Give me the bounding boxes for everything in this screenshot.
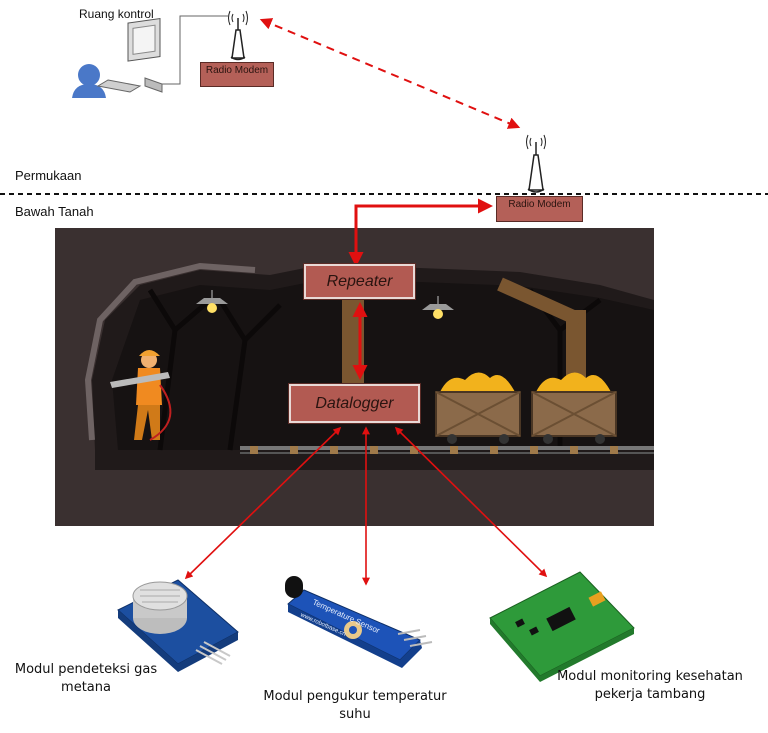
underground-label: Bawah Tanah: [15, 204, 94, 219]
control-room-label: Ruang kontrol: [79, 7, 154, 21]
user-icon: [72, 64, 106, 98]
radio-modem-top: Radio Modem: [200, 62, 274, 87]
antenna-icon: [228, 10, 248, 61]
antenna-icon: [526, 134, 546, 193]
cable-line: [162, 15, 228, 85]
mine-scene: [55, 228, 654, 526]
gas-module-caption: Modul pendeteksi gas metana: [14, 662, 158, 695]
radio-modem-surface: Radio Modem: [496, 196, 583, 222]
surface-label: Permukaan: [15, 168, 82, 183]
temperature-sensor-image: Temperature Sensor www.robotbase.cn: [285, 576, 433, 668]
gas-module-arrow: [184, 426, 342, 580]
radio-link-arrow: [259, 18, 521, 129]
health-module-caption: Modul monitoring kesehatan pekerja tamba…: [557, 669, 743, 702]
repeater-block: Repeater: [303, 263, 416, 300]
health-sensor-image: [489, 571, 635, 682]
surface-modem-link-arrow: [348, 198, 493, 267]
computer-icon: [96, 17, 163, 93]
temperature-module-caption: Modul pengukur temperatur suhu: [263, 689, 447, 722]
health-module-arrow: [394, 426, 548, 578]
datalogger-block: Datalogger: [288, 383, 421, 424]
gas-sensor-image: [117, 579, 239, 672]
